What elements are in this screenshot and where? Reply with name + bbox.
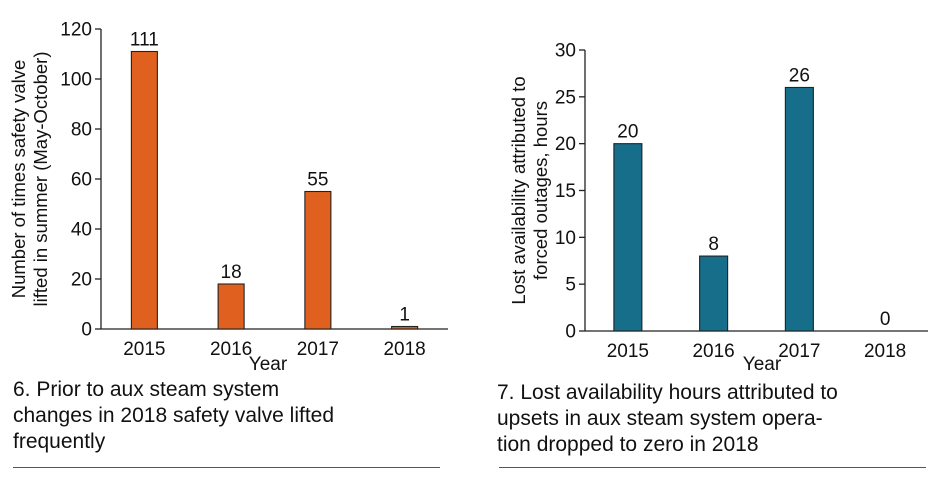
data-label: 18: [221, 262, 242, 283]
x-axis-title: Year: [743, 354, 782, 375]
caption-divider: [499, 467, 926, 468]
caption-line: 7. Lost availability hours attributed to: [497, 381, 838, 404]
y-axis-title: Lost availability attributed to: [508, 76, 529, 304]
x-tick-label: 2017: [297, 339, 339, 360]
y-tick-label: 120: [60, 20, 92, 41]
y-tick-label: 20: [71, 270, 92, 291]
data-label: 1: [399, 305, 410, 326]
y-tick-label: 40: [71, 220, 92, 241]
figure-7-caption: 7. Lost availability hours attributed to…: [497, 380, 907, 458]
x-tick-label: 2018: [383, 339, 425, 360]
caption-line: upsets in aux steam system opera-: [497, 407, 823, 430]
data-label: 0: [880, 309, 891, 330]
figure-6-caption: 6. Prior to aux steam system changes in …: [13, 377, 443, 455]
data-label: 20: [617, 122, 638, 143]
y-tick-label: 60: [71, 170, 92, 191]
bar-2017: [784, 86, 814, 332]
bar-2015: [130, 50, 158, 330]
x-axis-title: Year: [249, 354, 288, 375]
caption-line: 6. Prior to aux steam system: [13, 378, 280, 401]
y-tick-label: 0: [565, 322, 576, 343]
caption-line: changes in 2018 safety valve lifted: [13, 404, 335, 427]
y-tick-label: 15: [555, 181, 576, 202]
caption-divider: [13, 467, 440, 468]
figure-6: 0 20 40 60 80 100 120 2015 111 2016 18 2017 55 2018 1 Y…: [8, 20, 448, 468]
x-tick-label: 2015: [607, 341, 649, 362]
y-tick-label: 100: [60, 70, 92, 91]
x-tick-label: 2018: [864, 341, 906, 362]
x-tick-label: 2016: [210, 339, 252, 360]
y-tick-label: 0: [81, 320, 92, 341]
y-tick-label: 25: [555, 87, 576, 108]
x-tick-label: 2017: [778, 341, 820, 362]
data-label: 8: [708, 234, 719, 255]
y-tick-label: 10: [555, 228, 576, 249]
x-tick-label: 2015: [123, 339, 165, 360]
caption-line: tion dropped to zero in 2018: [497, 433, 759, 456]
data-label: 26: [789, 65, 810, 86]
data-label: 55: [307, 170, 328, 191]
bar-2016: [699, 255, 729, 332]
y-tick-label: 80: [71, 120, 92, 141]
bar-2018: [391, 325, 419, 330]
data-label: 111: [130, 30, 159, 51]
y-tick-label: 30: [555, 41, 576, 62]
caption-line: frequently: [13, 430, 106, 453]
y-axis-title: forced outages, hours: [530, 101, 551, 280]
safety-valve-bar-chart: 0 20 40 60 80 100 120 2015 111 2016 18 2017 55 2018 1 Y…: [8, 20, 448, 375]
lost-availability-bar-chart: 0 5 10 15 20 25 30 2015 20 2016 8 2017 26 2018 0 Year Lo…: [508, 41, 928, 375]
y-axis-title: Number of times safety valve: [8, 60, 29, 299]
figure-7: 0 5 10 15 20 25 30 2015 20 2016 8 2017 26 2018 0 Year Lo…: [468, 0, 936, 481]
y-tick-label: 5: [565, 275, 576, 296]
bar-2015: [613, 143, 643, 332]
x-tick-label: 2016: [692, 341, 734, 362]
bar-2017: [304, 190, 332, 330]
y-axis-title: lifted in summer (May-October): [30, 52, 51, 307]
y-tick-label: 20: [555, 134, 576, 155]
bar-2016: [217, 283, 245, 330]
